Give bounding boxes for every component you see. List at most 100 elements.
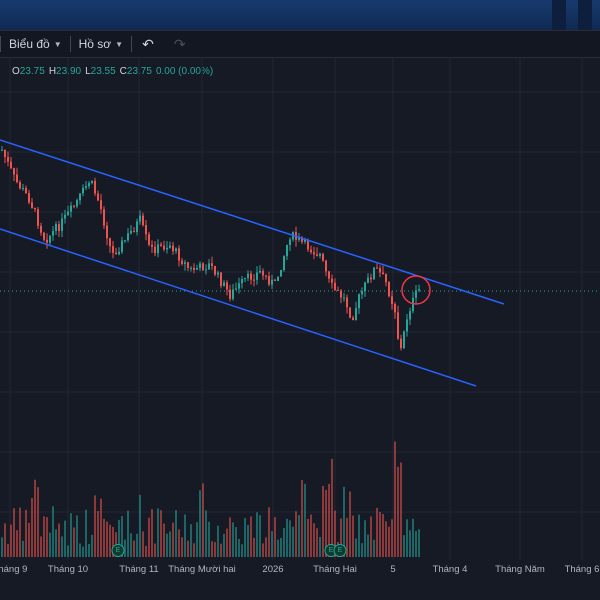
- toolbar-divider: [0, 36, 1, 52]
- candle-body: [286, 244, 288, 257]
- candle-body: [379, 268, 381, 273]
- candle-body: [265, 275, 267, 277]
- volume-bar: [106, 521, 108, 557]
- candle-body: [187, 262, 189, 268]
- volume-bar: [301, 480, 303, 557]
- candle-body: [151, 244, 153, 247]
- volume-bar: [226, 528, 228, 557]
- volume-bar: [145, 545, 147, 557]
- volume-bar: [61, 536, 63, 557]
- volume-bar: [193, 543, 195, 557]
- volume-bar: [184, 514, 186, 557]
- volume-bar: [238, 538, 240, 557]
- volume-bar: [148, 517, 150, 557]
- volume-bar: [133, 540, 135, 557]
- candle-body: [340, 290, 342, 298]
- volume-bar: [160, 510, 162, 557]
- highlight-circle[interactable]: [401, 275, 431, 305]
- candle-body: [376, 267, 378, 269]
- volume-bar: [172, 522, 174, 557]
- candle-body: [64, 214, 66, 219]
- candle-body: [331, 278, 333, 283]
- volume-bar: [322, 485, 324, 557]
- volume-bar: [97, 511, 99, 557]
- volume-bar: [343, 486, 345, 557]
- volume-bar: [94, 495, 96, 557]
- candle-body: [70, 205, 72, 212]
- candle-body: [76, 200, 78, 207]
- chart-type-menu[interactable]: Biểu đồ ▼: [1, 37, 70, 51]
- header-button[interactable]: [552, 0, 566, 30]
- candle-body: [361, 291, 363, 295]
- candle-body: [169, 245, 171, 248]
- chart-grid: [0, 58, 600, 560]
- volume-bar: [46, 517, 48, 557]
- candle-body: [97, 193, 99, 201]
- candle-body: [205, 269, 207, 271]
- volume-bar: [373, 539, 375, 557]
- volume-bar: [118, 519, 120, 557]
- candle-body: [184, 262, 186, 264]
- candle-body: [328, 271, 330, 279]
- candle-body: [247, 273, 249, 278]
- volume-bar: [367, 534, 369, 557]
- volume-bar: [304, 483, 306, 557]
- x-tick-label: Tháng Mười hai: [168, 564, 236, 575]
- candle-body: [337, 290, 339, 292]
- toolbar-divider: [131, 36, 133, 52]
- volume-bar: [232, 522, 234, 557]
- volume-bar: [16, 530, 18, 557]
- candle-body: [358, 294, 360, 309]
- candle-body: [196, 268, 198, 270]
- candle-body: [52, 230, 54, 236]
- earnings-badge[interactable]: E: [333, 544, 347, 557]
- candle-body: [61, 218, 63, 231]
- channel-lower-line[interactable]: [0, 228, 477, 387]
- volume-bar: [394, 441, 396, 557]
- volume-bar: [403, 535, 405, 557]
- volume-bar: [202, 483, 204, 557]
- candle-body: [310, 249, 312, 253]
- candle-body: [259, 270, 261, 273]
- candle-body: [178, 248, 180, 261]
- volume-bar: [286, 518, 288, 557]
- volume-bar: [253, 537, 255, 557]
- volume-bar: [331, 458, 333, 557]
- header-button[interactable]: [578, 0, 592, 30]
- volume-bar: [283, 528, 285, 557]
- volume-bar: [130, 533, 132, 557]
- volume-bar: [40, 536, 42, 557]
- volume-bar: [91, 534, 93, 557]
- volume-bar: [298, 515, 300, 557]
- volume-bar: [391, 519, 393, 557]
- candle-body: [301, 237, 303, 242]
- candle-body: [220, 272, 222, 286]
- chart-toolbar: Biểu đồ ▼ Hồ sơ ▼ ↶ ↷: [0, 31, 600, 58]
- candle-body: [223, 282, 225, 286]
- price-chart[interactable]: [0, 58, 600, 560]
- volume-bar: [319, 536, 321, 557]
- volume-bar: [25, 509, 27, 557]
- candle-body: [307, 240, 309, 250]
- volume-bar: [256, 512, 258, 557]
- volume-bar: [124, 539, 126, 557]
- volume-bar: [70, 513, 72, 557]
- candle-body: [352, 317, 354, 320]
- candle-body: [226, 282, 228, 290]
- volume-bar: [109, 524, 111, 557]
- candle-body: [31, 202, 33, 208]
- candle-body: [58, 224, 60, 231]
- profile-menu[interactable]: Hồ sơ ▼: [71, 37, 131, 51]
- x-tick-label: Tháng 4: [432, 564, 468, 575]
- candle-body: [370, 277, 372, 280]
- undo-icon[interactable]: ↶: [142, 35, 154, 52]
- redo-icon[interactable]: ↷: [173, 35, 186, 52]
- earnings-badge[interactable]: E: [111, 544, 125, 557]
- volume-bar: [295, 511, 297, 557]
- volume-bar: [388, 526, 390, 557]
- candle-body: [160, 244, 162, 246]
- volume-bar: [271, 531, 273, 557]
- candle-body: [43, 232, 45, 240]
- candle-body: [10, 161, 12, 169]
- volume-bar: [22, 540, 24, 557]
